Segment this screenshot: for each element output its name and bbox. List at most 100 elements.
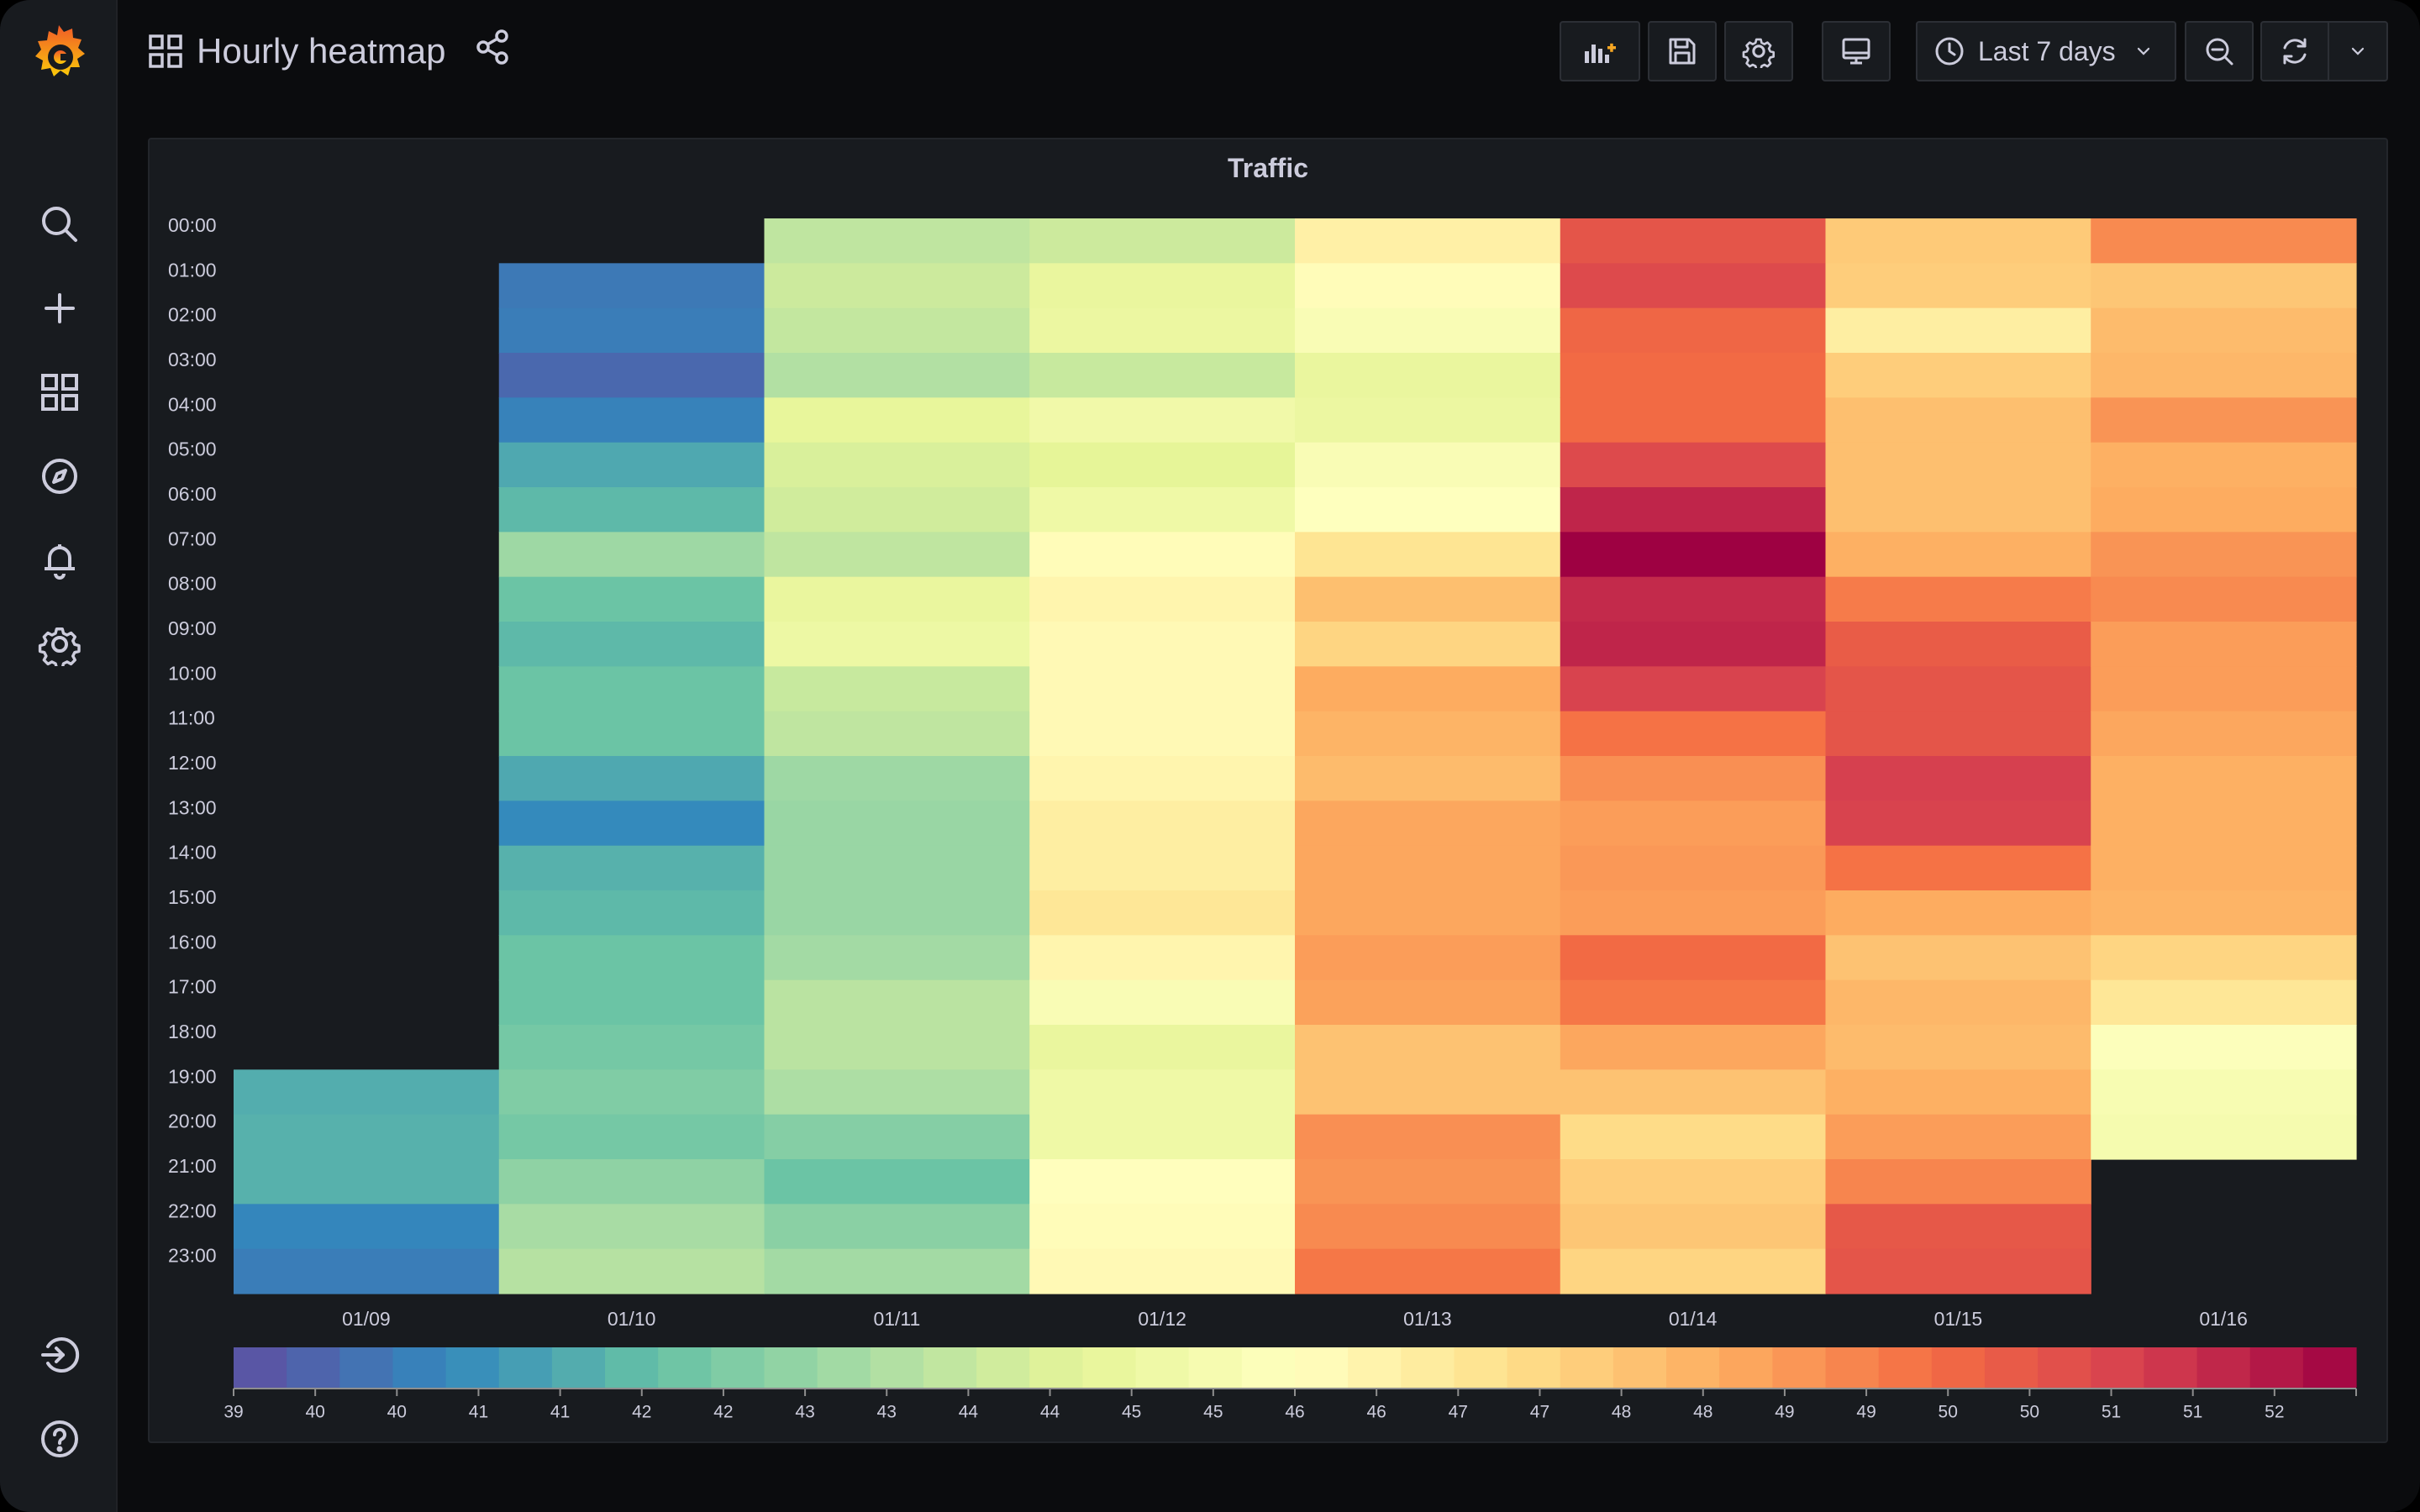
heatmap-cell[interactable] (1295, 845, 1561, 891)
heatmap-cell[interactable] (1295, 442, 1561, 488)
heatmap-cell[interactable] (1029, 890, 1296, 936)
heatmap-cell[interactable] (498, 1069, 765, 1116)
heatmap-cell[interactable] (1825, 979, 2091, 1026)
heatmap-cell[interactable] (498, 622, 765, 667)
heatmap-cell[interactable] (1295, 353, 1561, 398)
refresh-interval-dropdown[interactable] (2328, 21, 2388, 81)
heatmap-cell[interactable] (1560, 532, 1827, 578)
heatmap-cell[interactable] (764, 442, 1030, 488)
heatmap-cell[interactable] (1029, 801, 1296, 847)
heatmap-cell[interactable] (1295, 935, 1561, 981)
heatmap-cell[interactable] (764, 801, 1030, 847)
heatmap-cell[interactable] (764, 1159, 1030, 1205)
heatmap-cell[interactable] (764, 487, 1030, 533)
heatmap-cell[interactable] (1295, 979, 1561, 1026)
heatmap-cell[interactable] (764, 1114, 1030, 1160)
heatmap-cell[interactable] (2091, 890, 2357, 936)
heatmap-cell[interactable] (764, 935, 1030, 981)
heatmap-cell[interactable] (498, 845, 765, 891)
heatmap-cell[interactable] (498, 890, 765, 936)
heatmap-cell[interactable] (2091, 935, 2357, 981)
heatmap-cell[interactable] (1560, 307, 1827, 354)
heatmap-cell[interactable] (1295, 397, 1561, 444)
zoom-out-button[interactable] (2185, 21, 2254, 81)
heatmap-cell[interactable] (498, 979, 765, 1026)
heatmap-cell[interactable] (234, 1159, 500, 1205)
heatmap-cell[interactable] (498, 756, 765, 801)
heatmap-cell[interactable] (1295, 218, 1561, 264)
heatmap-cell[interactable] (2091, 576, 2357, 622)
heatmap-cell[interactable] (498, 1159, 765, 1205)
heatmap-cell[interactable] (764, 1025, 1030, 1070)
heatmap-cell[interactable] (1825, 397, 2091, 444)
heatmap-cell[interactable] (764, 666, 1030, 712)
heatmap-cell[interactable] (234, 1114, 500, 1160)
heatmap-cell[interactable] (498, 1248, 765, 1294)
heatmap-cell[interactable] (1295, 711, 1561, 757)
heatmap-cell[interactable] (1560, 576, 1827, 622)
gear-icon[interactable] (34, 618, 86, 670)
heatmap-cell[interactable] (1560, 801, 1827, 847)
heatmap-cell[interactable] (498, 1114, 765, 1160)
heatmap-cell[interactable] (764, 532, 1030, 578)
heatmap-cell[interactable] (1825, 845, 2091, 891)
heatmap-cell[interactable] (2091, 711, 2357, 757)
heatmap-cell[interactable] (2091, 307, 2357, 354)
heatmap-cell[interactable] (498, 711, 765, 757)
heatmap-cell[interactable] (1825, 711, 2091, 757)
heatmap-cell[interactable] (1560, 218, 1827, 264)
heatmap-cell[interactable] (764, 1204, 1030, 1250)
heatmap-cell[interactable] (2091, 801, 2357, 847)
heatmap-cell[interactable] (1825, 1114, 2091, 1160)
heatmap-cell[interactable] (1560, 353, 1827, 398)
heatmap-cell[interactable] (1825, 307, 2091, 354)
heatmap-cell[interactable] (498, 1025, 765, 1070)
heatmap-cell[interactable] (1560, 1248, 1827, 1294)
time-range-picker[interactable]: Last 7 days (1916, 21, 2176, 81)
heatmap-cell[interactable] (1029, 845, 1296, 891)
heatmap-cell[interactable] (1560, 711, 1827, 757)
heatmap-cell[interactable] (2091, 845, 2357, 891)
heatmap-cell[interactable] (1029, 307, 1296, 354)
heatmap-cell[interactable] (764, 1069, 1030, 1116)
add-panel-button[interactable] (1560, 21, 1640, 81)
heatmap-cell[interactable] (1560, 666, 1827, 712)
heatmap-cell[interactable] (1295, 666, 1561, 712)
heatmap-cell[interactable] (1825, 442, 2091, 488)
heatmap-cell[interactable] (1825, 487, 2091, 533)
heatmap-cell[interactable] (1295, 890, 1561, 936)
heatmap-cell[interactable] (1295, 1248, 1561, 1294)
bell-icon[interactable] (34, 534, 86, 586)
heatmap-cell[interactable] (764, 756, 1030, 801)
heatmap-cell[interactable] (1295, 1159, 1561, 1205)
heatmap-cell[interactable] (1295, 487, 1561, 533)
heatmap-cell[interactable] (1560, 1159, 1827, 1205)
heatmap-cell[interactable] (764, 711, 1030, 757)
heatmap-cell[interactable] (1825, 263, 2091, 309)
heatmap-cell[interactable] (1029, 442, 1296, 488)
heatmap-cell[interactable] (1825, 622, 2091, 667)
heatmap-cell[interactable] (2091, 218, 2357, 264)
heatmap-cell[interactable] (1825, 1204, 2091, 1250)
heatmap-cell[interactable] (1295, 1069, 1561, 1116)
save-dashboard-button[interactable] (1648, 21, 1717, 81)
sign-in-icon[interactable] (34, 1329, 86, 1381)
heatmap-cell[interactable] (1029, 576, 1296, 622)
heatmap-cell[interactable] (498, 487, 765, 533)
heatmap-cell[interactable] (1825, 1159, 2091, 1205)
heatmap-cell[interactable] (1560, 890, 1827, 936)
search-icon[interactable] (34, 198, 86, 250)
heatmap-cell[interactable] (1029, 1248, 1296, 1294)
share-icon[interactable] (474, 29, 511, 66)
heatmap-cell[interactable] (2091, 666, 2357, 712)
heatmap-cell[interactable] (1029, 532, 1296, 578)
heatmap-cell[interactable] (1295, 622, 1561, 667)
heatmap-cell[interactable] (1295, 576, 1561, 622)
heatmap-cell[interactable] (498, 397, 765, 444)
heatmap-cell[interactable] (498, 1204, 765, 1250)
heatmap-cell[interactable] (2091, 1069, 2357, 1116)
panel-title[interactable]: Traffic (1227, 153, 1309, 183)
heatmap-cell[interactable] (1029, 666, 1296, 712)
heatmap-cell[interactable] (2091, 622, 2357, 667)
page-title[interactable]: Hourly heatmap (197, 31, 446, 71)
